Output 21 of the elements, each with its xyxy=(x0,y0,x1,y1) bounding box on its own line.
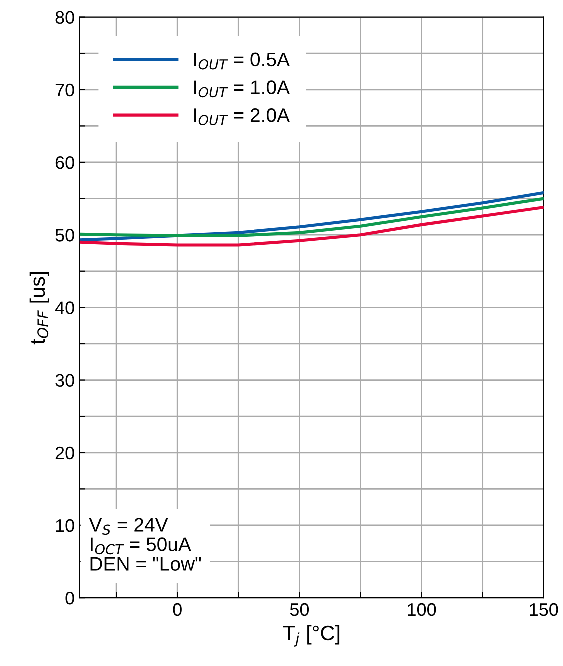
line-series xyxy=(80,197,544,238)
line-series xyxy=(80,206,544,247)
x-tick-label: 0 xyxy=(173,603,182,616)
y-tick-label: 40 xyxy=(55,302,74,314)
y-tick-label: 20 xyxy=(56,446,74,460)
text: V$_{S}$ = 24V I$_{OCT}$ = 50uA DEN = "Low" xyxy=(89,518,202,571)
legend-label: I$_{OUT}$ = 2.0A xyxy=(194,108,290,126)
legend-label: I$_{OUT}$ = 0.5A xyxy=(194,52,290,70)
x-tick-label: 100 xyxy=(408,603,436,616)
y-tick-label: 50 xyxy=(56,229,74,242)
y-axis-title: t$_{OFF}$ [us] xyxy=(30,272,50,345)
y-tick-label: 0 xyxy=(66,592,74,605)
y-tick-label: 10 xyxy=(56,519,74,532)
y-tick-label: 70 xyxy=(56,84,74,97)
y-tick-label: 60 xyxy=(56,156,74,170)
y-tick-label: 30 xyxy=(56,374,74,388)
x-axis-title: T$_{j}$ [°C] xyxy=(283,625,340,647)
x-tick-label: 50 xyxy=(290,603,310,616)
y-tick-label: 80 xyxy=(56,11,74,24)
x-tick-label: 150 xyxy=(530,603,558,616)
legend-label: I$_{OUT}$ = 1.0A xyxy=(194,80,290,98)
